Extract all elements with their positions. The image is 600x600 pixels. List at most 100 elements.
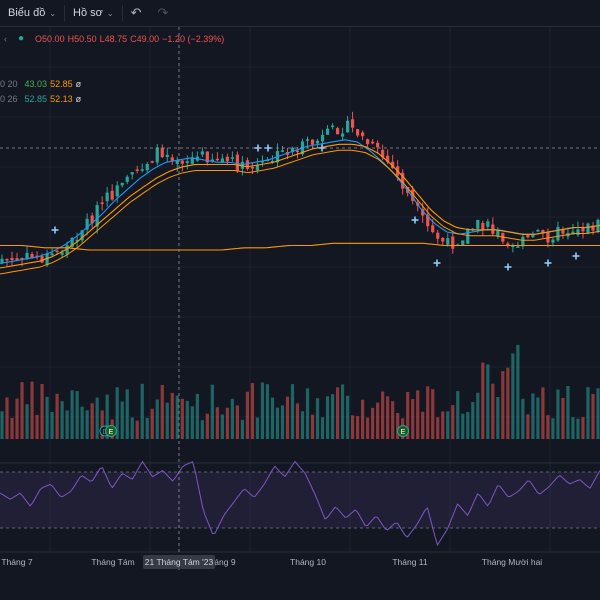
candle-body xyxy=(561,229,565,234)
undo-button[interactable]: ↶ xyxy=(123,0,150,26)
volume-bar xyxy=(215,407,219,439)
volume-bar xyxy=(486,364,490,439)
volume-bar xyxy=(140,383,144,439)
moving-averages xyxy=(0,139,600,275)
legend-high: H50.50 xyxy=(67,33,97,44)
candle-body xyxy=(150,161,154,163)
volume-bar xyxy=(310,414,315,439)
volume-bar xyxy=(466,411,470,439)
volume-bar xyxy=(541,387,545,439)
chart-toolbar: Biểu đồ ⌄ Hồ sơ ⌄ ↶ ↷ xyxy=(0,0,600,27)
volume-bar xyxy=(451,405,455,439)
volume-bar xyxy=(491,383,495,439)
volume-bar xyxy=(40,383,44,439)
candle-body xyxy=(345,120,350,133)
volume-bar xyxy=(20,382,24,439)
volume-bar xyxy=(386,396,390,439)
candle-body xyxy=(536,230,540,232)
chart-type-label: Biểu đồ xyxy=(8,7,46,19)
time-axis-label: Tháng Tám xyxy=(91,557,134,567)
candle-body xyxy=(175,160,179,164)
candle-body xyxy=(30,253,34,258)
ma-b-label: 0 26 xyxy=(0,94,18,104)
time-axis-label: Tháng 9 xyxy=(204,557,235,567)
earnings-letter: E xyxy=(109,429,114,436)
candle-body xyxy=(391,161,395,169)
chart-grid xyxy=(0,27,600,552)
volume-bar xyxy=(531,393,535,439)
candle-body xyxy=(20,257,24,260)
candle-body xyxy=(65,245,69,255)
profile-menu[interactable]: Hồ sơ ⌄ xyxy=(65,0,122,26)
candle-body xyxy=(305,139,310,141)
candle-body xyxy=(40,256,44,263)
candle-body xyxy=(591,225,595,231)
candle-body xyxy=(80,230,84,241)
chart-type-menu[interactable]: Biểu đồ ⌄ xyxy=(0,0,64,26)
candle-body xyxy=(105,192,109,202)
candle-body xyxy=(491,224,495,234)
volume-bar xyxy=(315,398,320,439)
candle-body xyxy=(130,172,134,175)
volume-bar xyxy=(526,414,530,439)
candle-body xyxy=(140,169,144,171)
expand-icon[interactable]: ‹ xyxy=(4,33,7,44)
volume-bar xyxy=(586,387,590,439)
volume-bar xyxy=(431,389,435,439)
candle-body xyxy=(290,147,295,153)
undo-icon: ↶ xyxy=(130,5,142,20)
candle-body xyxy=(205,151,209,163)
volume-bar xyxy=(220,414,224,439)
volume-bar xyxy=(581,417,585,439)
volume-bar xyxy=(345,395,350,439)
volume-bar xyxy=(280,405,285,439)
ma-a-value-1: 43.03 xyxy=(24,79,48,89)
candle-body xyxy=(10,257,14,261)
candle-body xyxy=(90,215,94,224)
candle-body xyxy=(165,154,169,158)
candle-body xyxy=(295,150,300,153)
candle-body xyxy=(160,147,164,158)
candle-body xyxy=(366,139,370,145)
candle-body xyxy=(451,236,455,249)
volume-bar xyxy=(175,395,179,439)
dividend-letter: D xyxy=(102,429,107,436)
volume-bar xyxy=(461,413,465,439)
volume-bar xyxy=(230,398,234,439)
volume-bar xyxy=(511,353,515,439)
crossover-marker xyxy=(411,216,419,224)
volume-bar xyxy=(225,407,229,439)
candle-body xyxy=(486,221,490,227)
volume-bar xyxy=(255,417,260,439)
ma-line xyxy=(0,139,600,265)
ma-line xyxy=(0,143,600,269)
volume-bars xyxy=(0,344,600,439)
volume-bar xyxy=(105,394,109,439)
volume-bar xyxy=(235,405,239,439)
rsi-band xyxy=(0,472,600,528)
candle-body xyxy=(60,252,64,255)
candle-body xyxy=(371,141,375,144)
chevron-down-icon: ⌄ xyxy=(49,8,57,18)
volume-bar xyxy=(551,418,555,439)
volume-bar xyxy=(25,404,29,439)
candle-body xyxy=(431,225,435,233)
crossover-marker xyxy=(504,263,512,271)
volume-bar xyxy=(75,391,79,439)
volume-bar xyxy=(411,399,415,439)
candle-body xyxy=(411,189,415,201)
time-axis: Tháng 7 Tháng Tám Tháng 9 Tháng 10 Tháng 11 T… xyxy=(1,557,542,567)
candle-body xyxy=(376,142,380,148)
toolbar-divider xyxy=(64,5,66,21)
volume-bar xyxy=(340,384,345,439)
candle-body xyxy=(0,258,4,264)
candle-body xyxy=(506,243,510,246)
chevron-down-icon: ⌄ xyxy=(106,8,114,18)
volume-bar xyxy=(285,396,290,439)
volume-bar xyxy=(50,412,54,439)
volume-bar xyxy=(496,396,500,439)
candle-body xyxy=(381,149,385,158)
redo-button[interactable]: ↷ xyxy=(149,0,176,26)
volume-bar xyxy=(65,410,69,439)
